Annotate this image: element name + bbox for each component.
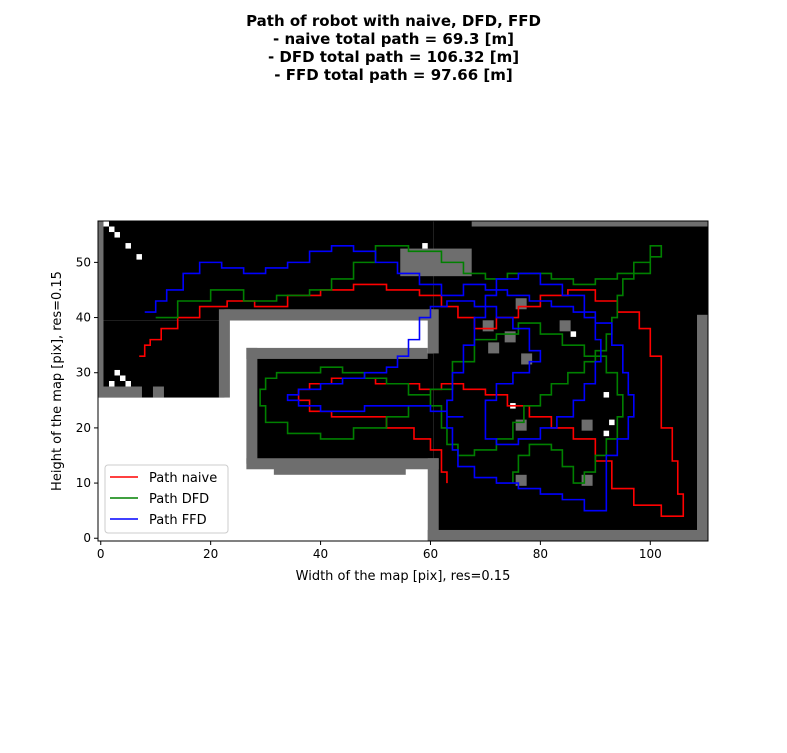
axis-ticks: 0 20 40 60 80 100 0 10 20 30 40 50 — [76, 255, 662, 561]
map-obstacle — [515, 419, 527, 431]
map-free-speck — [136, 254, 142, 260]
map-obstacle — [581, 419, 593, 431]
map-free-speck — [125, 381, 131, 387]
map-obstacle — [515, 298, 527, 310]
map-unknown-border — [427, 529, 708, 541]
y-tick-label: 20 — [76, 421, 91, 435]
map-obstacle — [152, 386, 164, 398]
map-unknown-border — [224, 309, 434, 321]
map-unknown-border — [273, 463, 406, 475]
map-unknown-block — [103, 386, 142, 398]
robot-paths — [139, 245, 685, 517]
legend: Path naive Path DFD Path FFD — [104, 464, 229, 534]
map-unknown-border — [697, 314, 708, 541]
map-occupied-right — [433, 221, 708, 541]
map-free-speck — [570, 331, 577, 337]
y-tick-label: 10 — [76, 476, 91, 490]
map-obstacle — [559, 320, 571, 332]
map-unknown-border — [471, 221, 708, 227]
axes-frame — [97, 220, 709, 542]
legend-label-ffd: Path FFD — [149, 513, 207, 528]
title-line-1: Path of robot with naive, DFD, FFD — [246, 12, 541, 30]
legend-box — [104, 464, 229, 534]
legend-label-dfd: Path DFD — [149, 492, 209, 507]
map-unknown-border — [427, 309, 439, 354]
x-axis-label: Width of the map [pix], res=0.15 — [296, 569, 511, 584]
x-tick-label: 0 — [97, 547, 105, 561]
x-tick-label: 60 — [423, 547, 438, 561]
map-unknown-border — [218, 309, 230, 398]
path-series-0 — [139, 283, 685, 517]
map-free-speck — [125, 243, 131, 249]
map-unknown-border — [246, 347, 258, 464]
map-obstacle — [515, 474, 527, 486]
map-free-speck — [603, 392, 610, 398]
map-free-speck — [422, 243, 428, 249]
title-line-2: - naive total path = 69.3 [m] — [273, 30, 514, 48]
map-obstacle — [521, 353, 533, 365]
x-tick-label: 20 — [203, 547, 218, 561]
map-unknown-border — [427, 458, 439, 541]
legend-label-naive: Path naive — [149, 471, 217, 486]
map-free-speck — [103, 221, 109, 227]
y-tick-label: 40 — [76, 311, 91, 325]
x-tick-label: 100 — [639, 547, 662, 561]
map-free-speck — [114, 369, 120, 376]
y-tick-label: 0 — [83, 531, 91, 545]
map-obstacle — [504, 331, 516, 343]
map-free-speck — [108, 226, 115, 233]
map-free-speck — [609, 419, 615, 426]
map-unknown-border — [98, 221, 104, 398]
y-tick-label: 30 — [76, 366, 91, 380]
y-tick-label: 50 — [76, 255, 91, 269]
title-line-3: - DFD total path = 106.32 [m] — [267, 48, 520, 66]
map-free-speck — [119, 375, 126, 381]
map-obstacle — [482, 320, 494, 332]
path-series-2 — [144, 245, 635, 512]
map-obstacle — [488, 342, 500, 354]
map-free-speck — [108, 381, 115, 387]
map-free-speck — [603, 430, 610, 437]
map-obstacle — [581, 474, 593, 486]
x-tick-label: 40 — [313, 547, 328, 561]
y-axis-label: Height of the map [pix], res=0.15 — [50, 271, 65, 491]
x-tick-label: 80 — [533, 547, 548, 561]
map-unknown-border — [246, 347, 428, 359]
map-free-speck — [114, 232, 120, 238]
title-line-4: - FFD total path = 97.66 [m] — [274, 66, 513, 84]
